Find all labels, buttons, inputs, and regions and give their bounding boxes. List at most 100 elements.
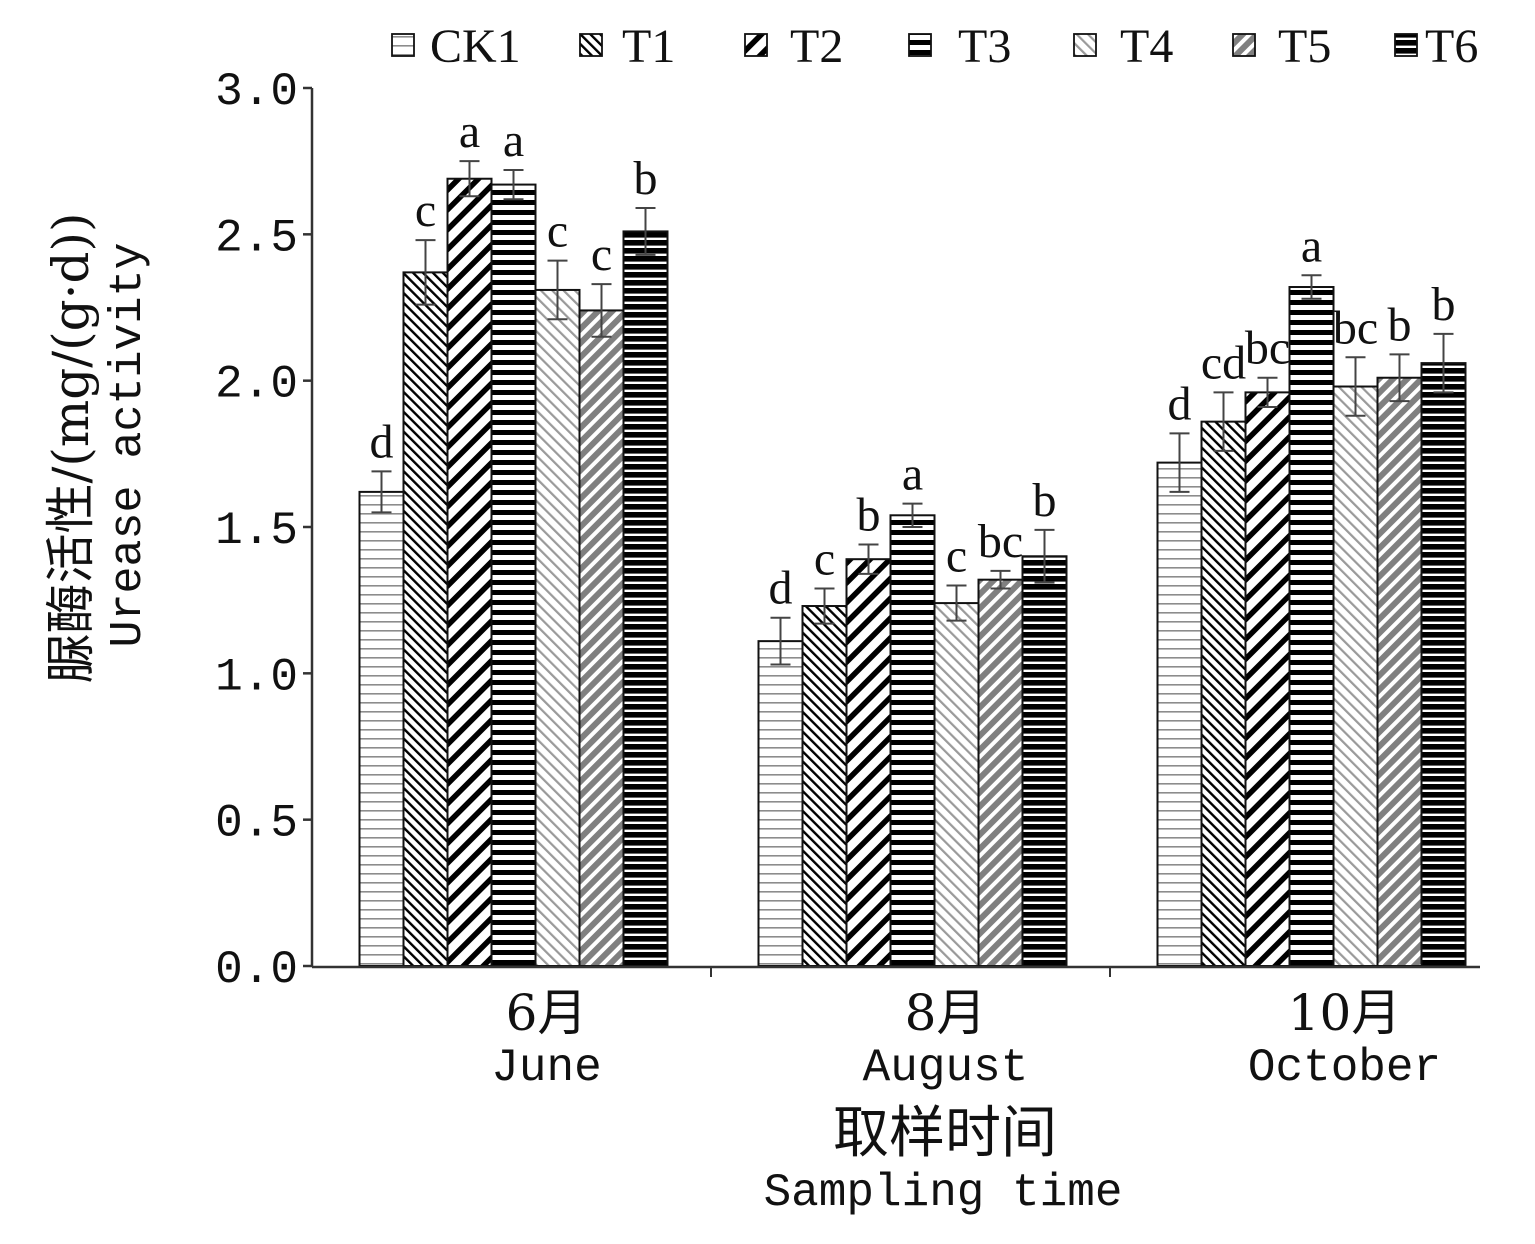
legend: CK1 T1 T2 T3 T4 T5 T6 <box>391 20 1478 73</box>
error-bar-T3-October <box>1301 274 1322 300</box>
sig-label-T2-August: b <box>857 489 881 542</box>
bar-T2-June <box>446 177 493 967</box>
sig-label-T3-August: a <box>902 448 923 501</box>
error-bar-T6-June <box>635 206 656 256</box>
sig-label-T1-October: cd <box>1201 336 1246 389</box>
bar-T1-August <box>801 605 848 968</box>
legend-item-T4: T4 <box>1073 20 1173 73</box>
legend-item-T3: T3 <box>908 20 1011 73</box>
legend-swatch-T2 <box>744 33 768 57</box>
y-axis-title-zh: 脲酶活性/(mg/(g·d)) <box>42 212 100 683</box>
y-tick-label: 1.5 <box>215 505 298 557</box>
error-bar-T2-August <box>858 543 879 575</box>
sig-label-CK1-August: d <box>769 562 793 615</box>
sig-label-T4-August: c <box>946 530 967 583</box>
sig-label-T6-August: b <box>1033 474 1057 527</box>
error-bar-T4-June <box>547 259 568 321</box>
bar-T2-October <box>1244 391 1291 967</box>
error-bar-T4-October <box>1345 356 1366 417</box>
bar-T1-October <box>1200 420 1247 967</box>
legend-label-T2: T2 <box>790 20 843 73</box>
y-tick-label: 3.0 <box>215 66 298 118</box>
error-bar-T4-August <box>946 584 967 622</box>
error-bar-T1-June <box>415 239 436 306</box>
bars <box>358 177 1467 968</box>
legend-item-T6: T6 <box>1394 20 1478 73</box>
error-bar-T3-August <box>902 502 923 528</box>
sig-label-T1-August: c <box>814 532 835 585</box>
legend-label-T3: T3 <box>958 20 1011 73</box>
sig-label-CK1-June: d <box>370 415 394 468</box>
sig-label-T4-October: bc <box>1333 301 1378 354</box>
error-bar-CK1-October <box>1169 432 1190 493</box>
x-category-label-en: October <box>1248 1042 1441 1094</box>
bar-T4-August <box>933 602 980 967</box>
x-category-label-zh: 6月 <box>506 984 588 1042</box>
x-category-label-zh: 10月 <box>1288 984 1402 1042</box>
error-bars <box>371 160 1454 666</box>
legend-swatch-T6 <box>1394 33 1418 57</box>
legend-swatch-T5 <box>1232 33 1256 57</box>
error-bar-T5-October <box>1389 353 1410 403</box>
sig-label-T5-October: b <box>1388 298 1412 351</box>
legend-item-T1: T1 <box>579 20 675 73</box>
sig-label-T2-June: a <box>459 105 480 158</box>
bar-CK1-June <box>358 490 405 967</box>
sig-label-T2-October: bc <box>1245 322 1290 375</box>
sig-label-T3-June: a <box>503 114 524 167</box>
legend-label-T6: T6 <box>1425 20 1478 73</box>
legend-swatch-CK1 <box>391 33 415 57</box>
bar-T3-August <box>889 514 936 967</box>
sig-label-T3-October: a <box>1301 219 1322 272</box>
error-bar-T2-June <box>459 160 480 198</box>
bar-CK1-October <box>1156 461 1203 967</box>
error-bar-CK1-June <box>371 470 392 514</box>
bar-T1-June <box>402 271 449 967</box>
error-bar-T6-October <box>1433 332 1454 394</box>
error-bar-T1-August <box>814 587 835 625</box>
axes: 0.0 0.5 1.0 1.5 2.0 2.5 3.0 <box>215 66 1480 996</box>
sig-label-T6-October: b <box>1432 278 1456 331</box>
legend-item-T2: T2 <box>744 20 843 73</box>
legend-label-T1: T1 <box>622 20 675 73</box>
legend-label-CK1: CK1 <box>430 20 521 73</box>
legend-item-CK1: CK1 <box>391 20 521 73</box>
sig-label-T1-June: c <box>415 184 436 237</box>
y-axis-title-en: Urease activity <box>103 242 154 647</box>
bar-T3-June <box>490 183 537 967</box>
bar-T2-August <box>845 558 892 968</box>
error-bar-T5-June <box>591 283 612 338</box>
error-bar-T5-August <box>990 569 1011 590</box>
x-category-label-en: June <box>491 1042 601 1094</box>
bar-T4-October <box>1332 385 1379 967</box>
legend-item-T5: T5 <box>1232 20 1331 73</box>
x-category-label-en: August <box>863 1042 1029 1094</box>
error-bar-T2-October <box>1257 376 1278 409</box>
x-category-label-zh: 8月 <box>905 984 987 1042</box>
legend-label-T5: T5 <box>1278 20 1331 73</box>
bar-T5-October <box>1376 376 1423 967</box>
y-tick-label: 0.5 <box>215 798 298 850</box>
legend-label-T4: T4 <box>1120 20 1173 73</box>
x-axis-title-zh: 取样时间 <box>833 1101 1057 1166</box>
bar-T6-June <box>622 230 669 967</box>
sig-label-T4-June: c <box>547 205 568 258</box>
y-tick-label: 2.5 <box>215 212 298 264</box>
error-bar-T3-June <box>503 168 524 201</box>
bar-T6-October <box>1420 362 1467 967</box>
legend-swatch-T1 <box>579 33 603 57</box>
x-axis-title-en: Sampling time <box>764 1167 1123 1219</box>
bar-T5-August <box>977 578 1024 967</box>
error-bar-T6-August <box>1034 528 1055 584</box>
bar-T3-October <box>1288 286 1335 968</box>
legend-swatch-T3 <box>908 33 932 57</box>
legend-swatch-T4 <box>1073 33 1097 57</box>
sig-label-CK1-October: d <box>1168 377 1192 430</box>
y-tick-label: 2.0 <box>215 359 298 411</box>
sig-label-T6-June: b <box>634 152 658 205</box>
error-bar-T1-October <box>1213 391 1234 452</box>
error-bar-CK1-August <box>770 616 791 666</box>
